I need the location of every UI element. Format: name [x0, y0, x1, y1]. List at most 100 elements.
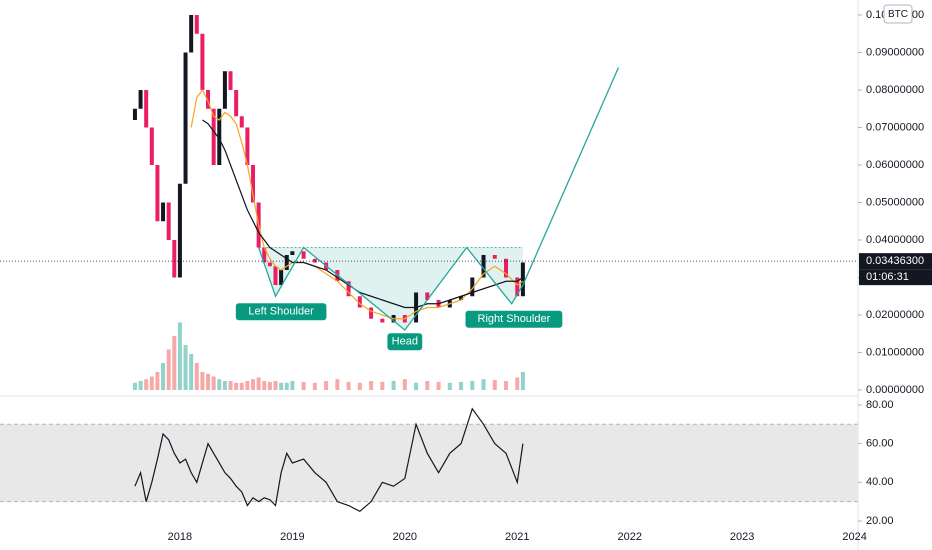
y-tick-label: 0.00000000	[866, 384, 924, 396]
volume-bar	[324, 381, 329, 390]
y-tick-label: 0.01000000	[866, 346, 924, 358]
volume-bar	[251, 379, 256, 390]
volume-bar	[166, 349, 171, 390]
volume-bar	[177, 322, 182, 390]
volume-bar	[391, 381, 396, 390]
candle	[228, 71, 233, 90]
candle	[144, 90, 149, 128]
volume-bar	[447, 382, 452, 390]
volume-bar	[504, 381, 509, 390]
annotation-box	[465, 310, 563, 328]
volume-bar	[228, 381, 233, 390]
volume-bar	[279, 382, 284, 390]
volume-bar	[346, 381, 351, 390]
volume-bar	[290, 381, 295, 390]
volume-bar	[402, 379, 407, 390]
pattern-area	[258, 247, 523, 330]
candle	[515, 277, 520, 297]
volume-bar	[234, 382, 239, 390]
candle	[211, 108, 216, 165]
candle	[149, 127, 154, 165]
candle	[194, 15, 199, 34]
volume-bar	[144, 379, 149, 390]
candle	[189, 15, 194, 53]
pattern-line	[258, 67, 620, 331]
candle	[492, 255, 497, 259]
candle	[239, 116, 244, 128]
volume-bar	[206, 373, 211, 390]
candle	[251, 165, 256, 203]
candle	[183, 52, 188, 184]
candle	[234, 90, 239, 117]
candle	[380, 318, 385, 323]
y-tick-label: 0.08000000	[866, 84, 924, 96]
volume-bar	[436, 381, 441, 390]
candle	[138, 90, 143, 109]
rsi-band	[0, 424, 858, 502]
annotation: Right Shoulder	[478, 313, 551, 325]
candle	[520, 262, 525, 297]
volume-bar	[183, 345, 188, 390]
x-tick-label: 2021	[505, 531, 529, 543]
candle	[301, 251, 306, 259]
volume-bar	[239, 382, 244, 390]
candle	[504, 258, 509, 278]
candle	[346, 281, 351, 297]
volume-bar	[459, 381, 464, 390]
volume-bar	[222, 381, 227, 390]
candle	[217, 108, 222, 165]
candle	[369, 307, 374, 319]
rsi-tick-label: 40.00	[866, 476, 894, 488]
volume-bar	[189, 354, 194, 390]
candle	[206, 90, 211, 109]
last-price: 0.03436300	[866, 255, 924, 267]
annotation: Left Shoulder	[248, 306, 314, 318]
volume-bar	[161, 363, 166, 390]
candle	[161, 202, 166, 222]
candle	[273, 266, 278, 285]
volume-bar	[155, 372, 160, 390]
plot: 2018 2019 2020 2021 2022 2023 2024 0.00000000 0.…	[0, 9, 932, 543]
candle	[470, 277, 475, 297]
x-tick-label: 2019	[280, 531, 304, 543]
volume-bar	[335, 379, 340, 390]
x-tick-label: 2024	[842, 531, 866, 543]
x-tick-label: 2023	[730, 531, 754, 543]
rsi-line	[134, 407, 524, 513]
volume-bar	[481, 379, 486, 390]
candle	[481, 255, 486, 278]
volume-bar	[256, 377, 261, 390]
volume-bar	[273, 381, 278, 390]
annotation: Head	[392, 336, 418, 348]
candle	[166, 202, 171, 240]
y-tick-label: 0.07000000	[866, 121, 924, 133]
volume-bar	[515, 377, 520, 390]
volume-bar	[172, 336, 177, 390]
volume-bar	[520, 372, 525, 390]
annotation-box	[235, 303, 327, 321]
candle	[459, 296, 464, 300]
volume-bar	[245, 381, 250, 390]
volume-bar	[369, 381, 374, 390]
y-tick-label: 0.06000000	[866, 159, 924, 171]
volume-bar	[380, 381, 385, 390]
candle	[172, 240, 177, 278]
volume-bar	[194, 363, 199, 390]
volume-bar	[267, 381, 272, 390]
rsi-tick-label: 60.00	[866, 438, 894, 450]
candle	[312, 258, 317, 263]
y-tick-label: 0.09000000	[866, 46, 924, 58]
currency-badge	[883, 4, 913, 24]
candle	[357, 296, 362, 308]
y-tick-label: 0.02000000	[866, 309, 924, 321]
x-tick-label: 2018	[168, 531, 192, 543]
volume-bar	[138, 381, 143, 390]
volume-bar	[211, 376, 216, 390]
candle	[290, 251, 295, 255]
candle	[245, 127, 250, 165]
volume-bar	[492, 380, 497, 390]
candle	[284, 255, 289, 270]
countdown-box	[859, 269, 932, 286]
x-tick-label: 2020	[393, 531, 417, 543]
